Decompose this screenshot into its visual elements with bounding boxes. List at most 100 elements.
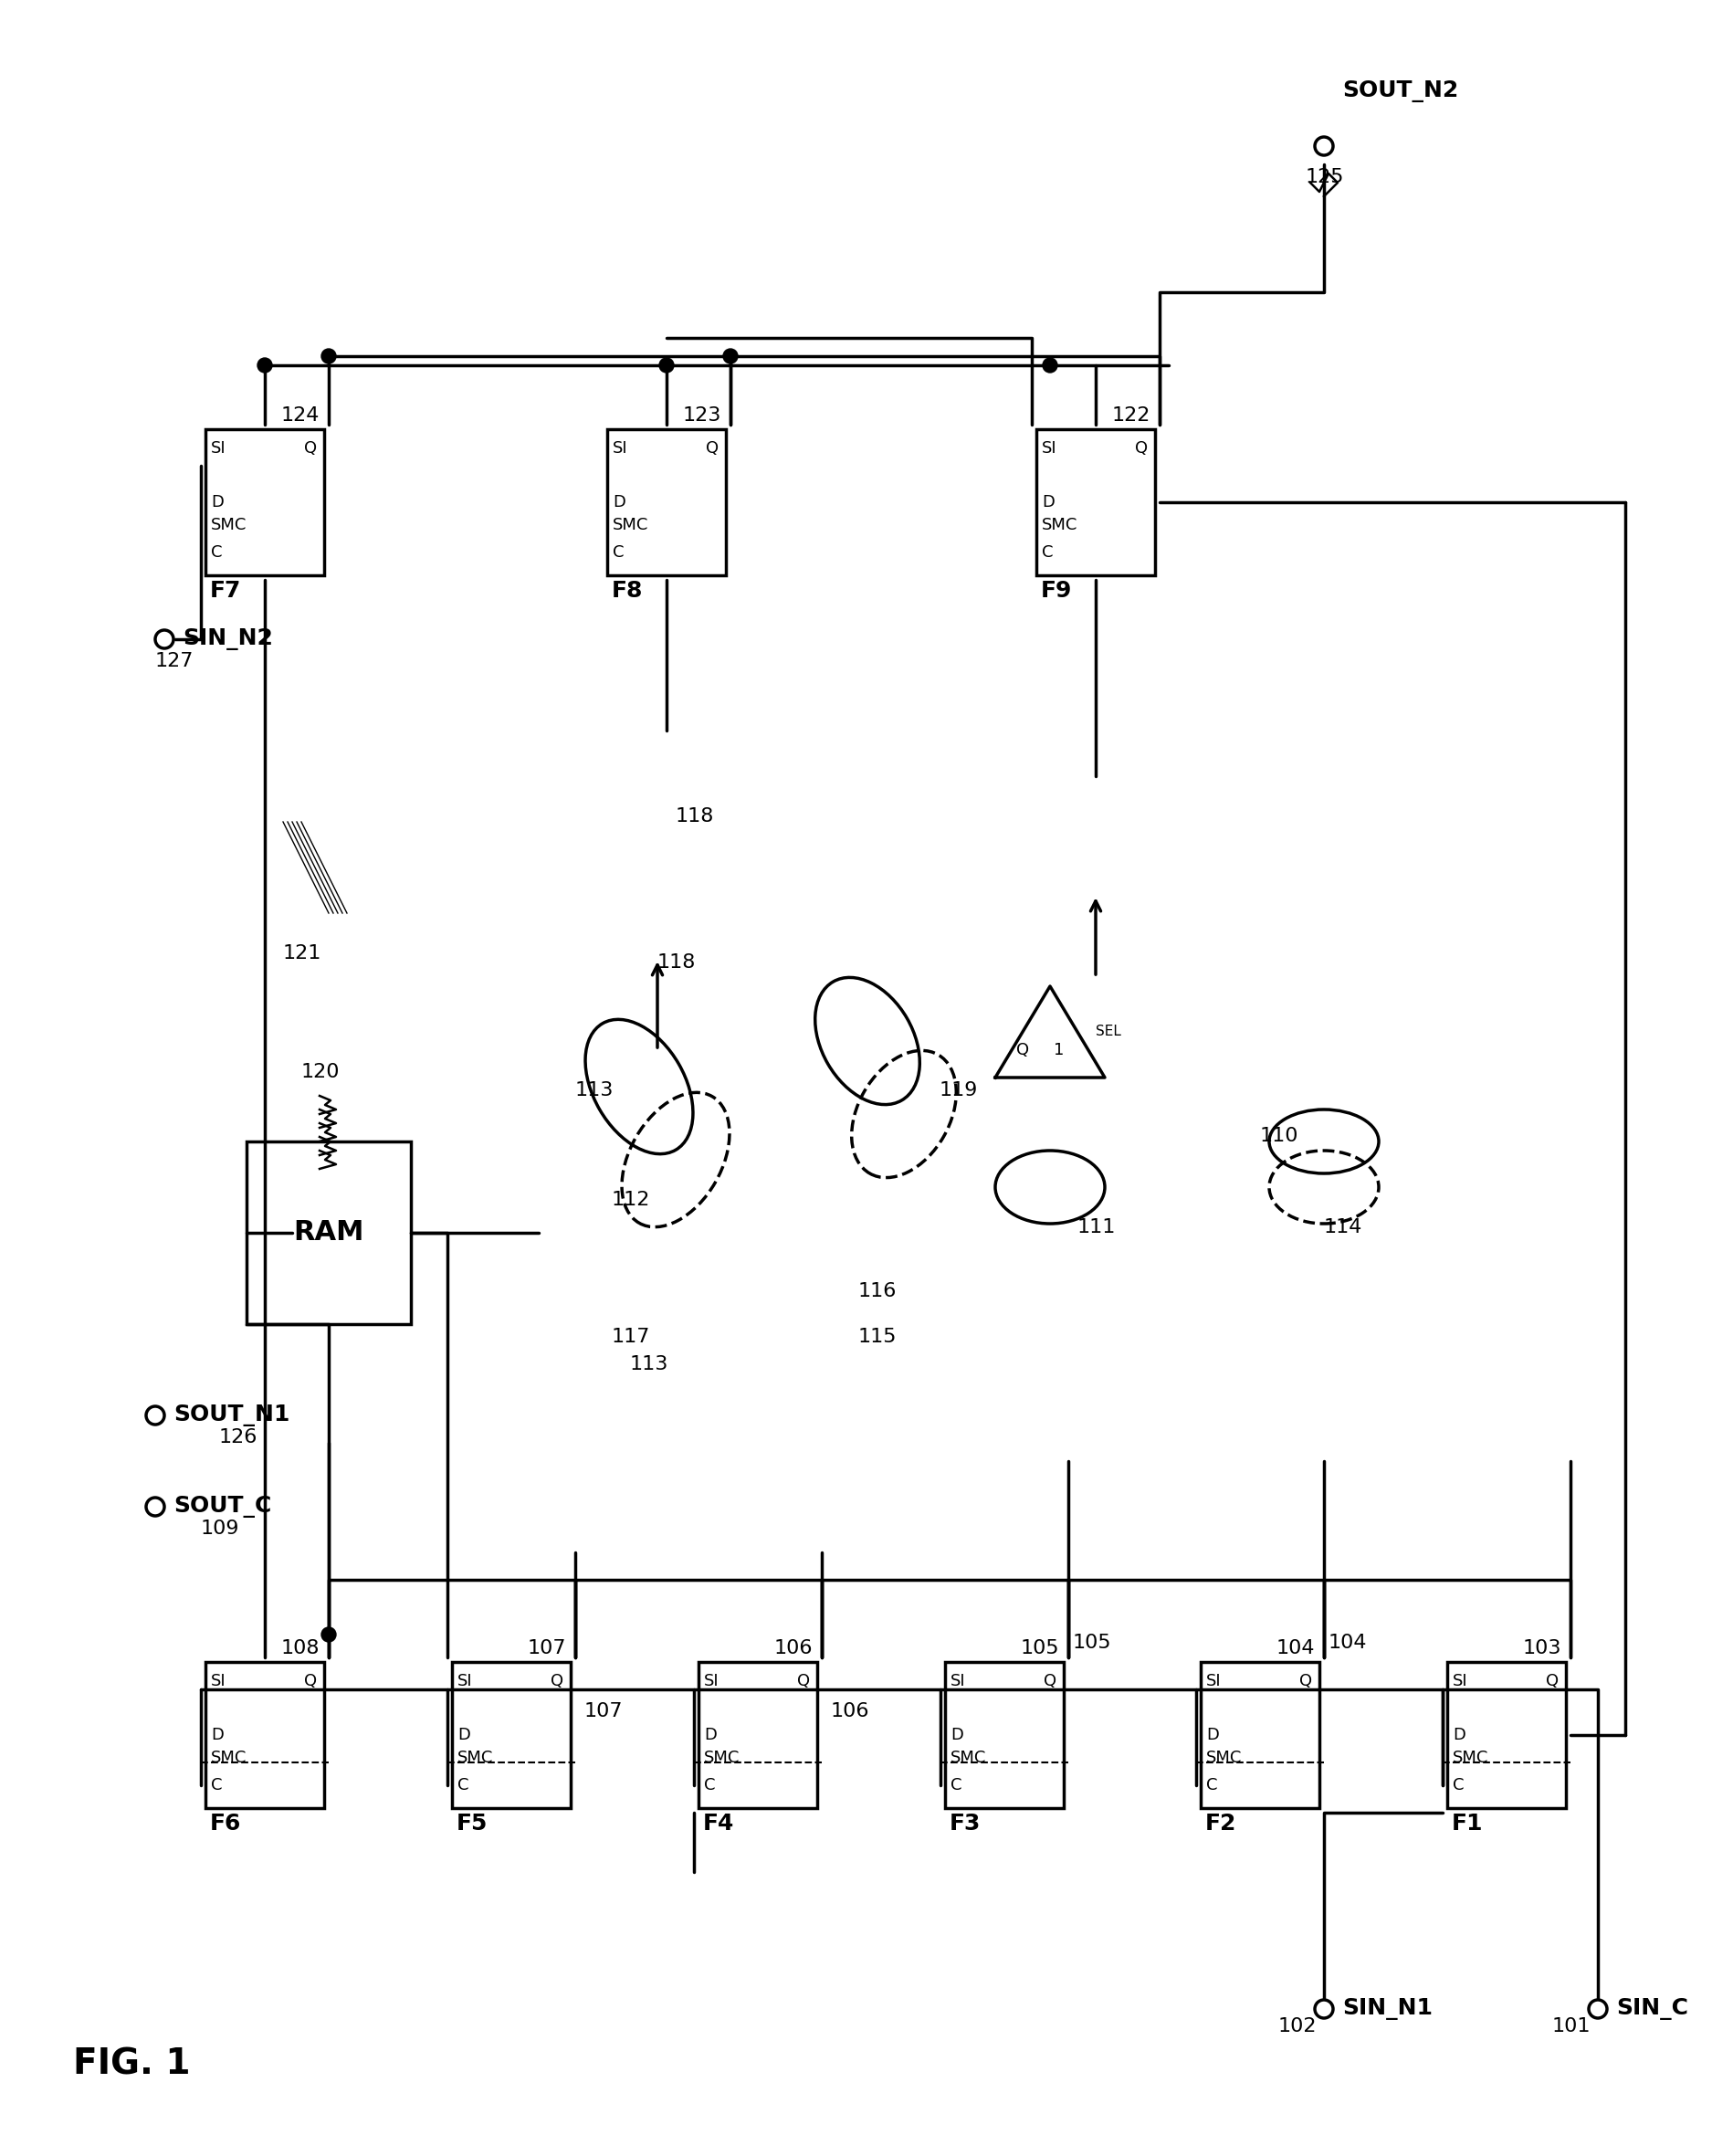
Text: SI: SI (211, 1673, 225, 1690)
Text: F2: F2 (1204, 1813, 1237, 1835)
FancyBboxPatch shape (1447, 1662, 1567, 1809)
Circle shape (258, 358, 272, 373)
Text: 105: 105 (1021, 1639, 1059, 1658)
Text: 104: 104 (1329, 1634, 1367, 1651)
Text: FIG. 1: FIG. 1 (73, 2048, 191, 2083)
Text: Q: Q (705, 440, 719, 457)
Text: F6: F6 (210, 1813, 241, 1835)
Text: D: D (1206, 1727, 1218, 1744)
Text: Q: Q (303, 1673, 317, 1690)
Text: SOUT_C: SOUT_C (173, 1496, 272, 1518)
Text: 108: 108 (281, 1639, 319, 1658)
Text: SI: SI (613, 440, 627, 457)
Text: D: D (211, 1727, 224, 1744)
Text: 107: 107 (584, 1701, 624, 1720)
FancyBboxPatch shape (206, 1662, 324, 1809)
Text: 118: 118 (657, 953, 697, 972)
Text: 124: 124 (281, 405, 319, 425)
Text: 111: 111 (1078, 1218, 1116, 1235)
Text: SI: SI (704, 1673, 719, 1690)
Text: F3: F3 (950, 1813, 981, 1835)
Text: Q: Q (1546, 1673, 1558, 1690)
Text: SIN_N2: SIN_N2 (182, 627, 272, 651)
Text: 127: 127 (156, 651, 194, 671)
Text: F7: F7 (210, 580, 241, 602)
Text: 116: 116 (858, 1283, 898, 1300)
Text: SMC: SMC (1042, 517, 1078, 533)
Text: 106: 106 (830, 1701, 870, 1720)
FancyBboxPatch shape (1036, 429, 1154, 576)
Text: 101: 101 (1553, 2018, 1591, 2035)
Text: SMC: SMC (613, 517, 648, 533)
Text: F9: F9 (1042, 580, 1073, 602)
Text: C: C (211, 1777, 222, 1794)
FancyBboxPatch shape (1201, 1662, 1319, 1809)
Text: F4: F4 (704, 1813, 735, 1835)
Text: C: C (704, 1777, 716, 1794)
Text: D: D (950, 1727, 964, 1744)
Text: SOUT_N1: SOUT_N1 (173, 1404, 289, 1427)
Text: F5: F5 (456, 1813, 489, 1835)
Circle shape (1043, 358, 1057, 373)
Text: SI: SI (1042, 440, 1057, 457)
Text: D: D (458, 1727, 470, 1744)
Text: 113: 113 (631, 1356, 669, 1373)
Text: SIN_C: SIN_C (1617, 1999, 1688, 2020)
Text: C: C (1206, 1777, 1218, 1794)
Circle shape (321, 349, 336, 364)
Text: SOUT_N2: SOUT_N2 (1341, 80, 1459, 101)
Text: 1: 1 (1054, 1041, 1064, 1059)
FancyBboxPatch shape (944, 1662, 1064, 1809)
Text: SMC: SMC (704, 1751, 740, 1766)
Text: 122: 122 (1113, 405, 1151, 425)
Text: Q: Q (303, 440, 317, 457)
FancyBboxPatch shape (452, 1662, 570, 1809)
Text: C: C (950, 1777, 962, 1794)
Text: SMC: SMC (950, 1751, 986, 1766)
Circle shape (321, 1628, 336, 1643)
Text: 106: 106 (775, 1639, 813, 1658)
Text: SI: SI (1452, 1673, 1468, 1690)
Text: C: C (613, 543, 624, 561)
Text: 123: 123 (683, 405, 721, 425)
Text: SEL: SEL (1095, 1024, 1121, 1039)
Text: C: C (1452, 1777, 1464, 1794)
Text: Q: Q (1016, 1041, 1029, 1059)
Text: SIN_N1: SIN_N1 (1341, 1999, 1433, 2020)
Text: SI: SI (1206, 1673, 1222, 1690)
Text: 109: 109 (201, 1520, 239, 1537)
Circle shape (659, 358, 674, 373)
Text: 110: 110 (1260, 1128, 1298, 1145)
Text: 103: 103 (1523, 1639, 1561, 1658)
Text: Q: Q (551, 1673, 563, 1690)
FancyBboxPatch shape (206, 429, 324, 576)
Text: 117: 117 (612, 1328, 650, 1345)
Text: SMC: SMC (1206, 1751, 1243, 1766)
Text: D: D (704, 1727, 717, 1744)
Text: 113: 113 (575, 1080, 613, 1100)
Text: C: C (458, 1777, 470, 1794)
Text: D: D (211, 494, 224, 511)
Text: 102: 102 (1279, 2018, 1317, 2035)
Text: RAM: RAM (293, 1220, 364, 1246)
Text: 118: 118 (676, 806, 714, 826)
Text: 112: 112 (612, 1190, 650, 1210)
Text: SI: SI (950, 1673, 965, 1690)
Text: SI: SI (211, 440, 225, 457)
Text: 107: 107 (527, 1639, 567, 1658)
FancyBboxPatch shape (607, 429, 726, 576)
Text: 114: 114 (1324, 1218, 1362, 1235)
Text: D: D (1452, 1727, 1466, 1744)
Text: F1: F1 (1452, 1813, 1483, 1835)
Text: D: D (613, 494, 626, 511)
Text: SI: SI (458, 1673, 473, 1690)
Text: 105: 105 (1073, 1634, 1113, 1651)
Text: SMC: SMC (211, 1751, 246, 1766)
Text: 121: 121 (282, 944, 322, 962)
Text: SMC: SMC (458, 1751, 494, 1766)
Text: F8: F8 (612, 580, 643, 602)
Text: Q: Q (1135, 440, 1147, 457)
Text: 119: 119 (939, 1080, 977, 1100)
Text: C: C (211, 543, 222, 561)
Text: D: D (1042, 494, 1054, 511)
